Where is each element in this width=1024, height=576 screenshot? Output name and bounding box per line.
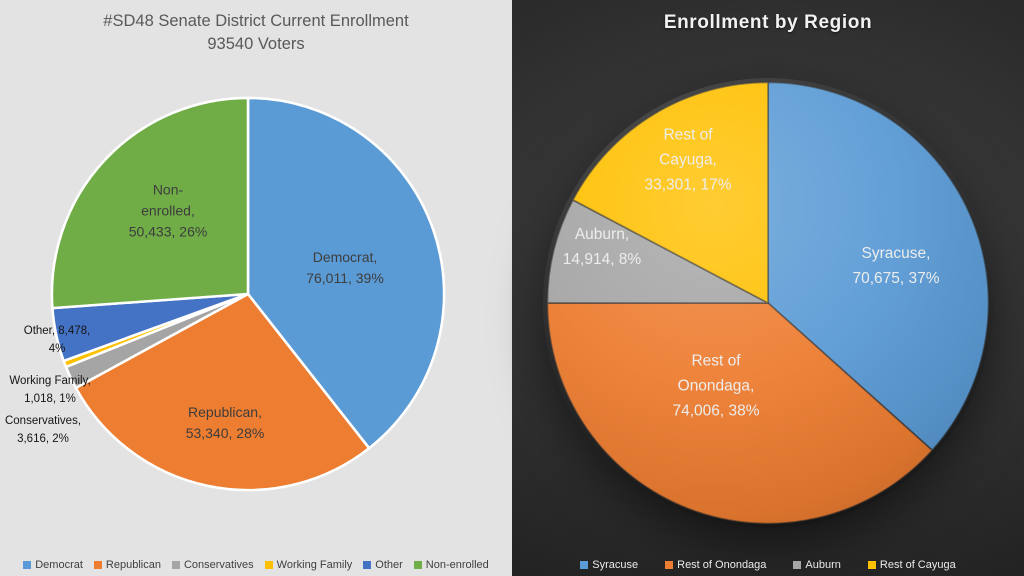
legend-label-non-enrolled: Non-enrolled [425,559,489,571]
label-republican: Republican, 53,340, 28% [185,404,265,441]
pie-slice-democrat[interactable] [246,96,446,450]
label-other: Other, 8,478, 4% [23,325,91,355]
legend-marker-auburn [793,561,802,569]
right-chart-panel: Enrollment by Region Syracuse, 70,675, 3… [512,0,1024,576]
label-democrat: Democrat, 76,011, 39% [306,249,384,286]
pie-slice-republican[interactable] [74,292,371,492]
legend-item-rest-of-cayuga[interactable]: Rest of Cayuga [867,559,956,571]
label-non-enrolled: Non- enrolled, 50,433, 26% [128,181,208,240]
legend-marker-rest-of-onondaga [665,561,674,569]
left-chart-legend: Democrat Republican Conservatives Workin… [0,559,512,571]
legend-label-conservatives: Conservatives [183,559,254,571]
legend-label-syracuse: Syracuse [592,559,639,571]
label-conservatives: Conservatives, 3,616, 2% [4,415,82,445]
label-auburn: Auburn, 14,914, 8% [562,225,642,268]
pie-slice-auburn[interactable] [546,199,769,304]
pie-slice-rest-of-cayuga[interactable] [572,81,769,304]
legend-item-other[interactable]: Other [363,559,403,571]
legend-marker-conservatives [171,561,180,569]
label-syracuse: Syracuse, 70,675, 37% [852,244,940,287]
left-pie-svg [50,96,446,492]
left-chart-title: #SD48 Senate District Current Enrollment… [0,10,512,57]
left-chart-panel: #SD48 Senate District Current Enrollment… [0,0,512,576]
label-rest-of-cayuga: Rest of Cayuga, 33,301, 17% [644,126,732,194]
legend-label-rest-of-cayuga: Rest of Cayuga [879,559,956,571]
legend-item-republican[interactable]: Republican [93,559,161,571]
legend-marker-democrat [23,561,32,569]
legend-item-democrat[interactable]: Democrat [23,559,83,571]
right-pie-svg [546,81,990,525]
legend-label-other: Other [375,559,403,571]
legend-item-rest-of-onondaga[interactable]: Rest of Onondaga [665,559,766,571]
label-rest-of-onondaga: Rest of Onondaga, 74,006, 38% [672,352,760,420]
legend-label-republican: Republican [105,559,161,571]
pie-slice-non-enrolled[interactable] [50,96,250,310]
legend-item-non-enrolled[interactable]: Non-enrolled [413,559,489,571]
legend-marker-syracuse [580,561,589,569]
legend-item-working-family[interactable]: Working Family [264,559,353,571]
left-chart-title-line1: #SD48 Senate District Current Enrollment [103,12,409,30]
right-pie-chart [543,78,993,528]
legend-marker-republican [93,561,102,569]
left-pie-chart [48,94,448,494]
legend-label-auburn: Auburn [805,559,841,571]
legend-label-rest-of-onondaga: Rest of Onondaga [677,559,767,571]
legend-marker-working-family [264,561,273,569]
legend-marker-other [363,561,372,569]
left-chart-title-line2: 93540 Voters [207,35,305,54]
legend-label-working-family: Working Family [276,559,353,571]
right-chart-legend: Syracuse Rest of Onondaga Auburn Rest of… [512,559,1024,571]
label-working-family: Working Family, 1,018, 1% [9,375,91,405]
legend-marker-rest-of-cayuga [867,561,876,569]
legend-item-conservatives[interactable]: Conservatives [171,559,254,571]
pie-slice-syracuse[interactable] [767,81,990,452]
right-chart-title: Enrollment by Region [663,12,873,33]
legend-item-syracuse[interactable]: Syracuse [580,559,638,571]
legend-item-auburn[interactable]: Auburn [793,559,841,571]
legend-marker-non-enrolled [413,561,422,569]
pie-slice-rest-of-onondaga[interactable] [546,302,934,525]
legend-label-democrat: Democrat [35,559,83,571]
